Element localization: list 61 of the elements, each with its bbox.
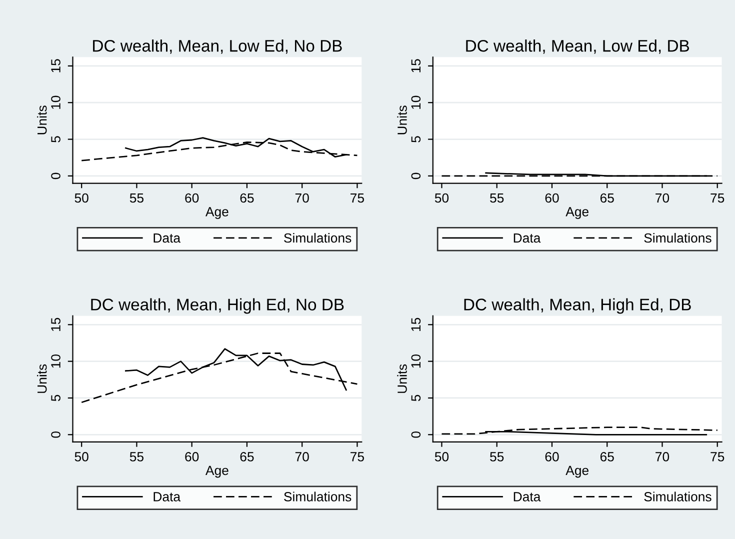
x-tick-label: 55 [130, 452, 144, 462]
y-tick-label: 5 [51, 136, 60, 142]
y-tick-label: 0 [51, 172, 60, 180]
x-tick-label: 60 [545, 452, 559, 462]
chart-title: DC wealth, Mean, Low Ed, No DB [93, 40, 342, 54]
x-tick-label: 75 [710, 452, 724, 462]
y-axis-title: Units [37, 364, 47, 393]
x-tick-label: 50 [74, 193, 88, 203]
y-axis-title: Units [397, 106, 407, 134]
y-tick-label: 10 [51, 96, 60, 109]
x-tick-label: 65 [600, 193, 614, 203]
y-tick-label: 5 [411, 136, 421, 142]
x-tick-label: 65 [240, 452, 254, 462]
x-tick-label: 70 [656, 193, 670, 203]
x-tick-label: 65 [240, 193, 254, 203]
legend-label: Data [514, 233, 541, 243]
legend-label: Simulations [284, 492, 352, 502]
y-tick-label: 5 [51, 394, 60, 402]
y-tick-label: 0 [411, 172, 421, 180]
x-tick-label: 70 [295, 193, 309, 203]
y-axis-title: Units [397, 364, 407, 393]
legend-label: Simulations [644, 232, 712, 243]
x-tick-label: 75 [350, 452, 364, 462]
x-tick-label: 65 [600, 452, 614, 462]
chart-title: DC wealth, Mean, Low Ed, DB [466, 40, 690, 54]
x-axis-title: Age [566, 207, 588, 219]
chart-title: DC wealth, Mean, High Ed, No DB [91, 298, 344, 314]
x-tick-label: 60 [545, 193, 559, 203]
y-tick-label: 0 [51, 431, 60, 438]
y-tick-label: 15 [411, 59, 421, 72]
y-tick-label: 0 [411, 431, 421, 438]
x-tick-label: 60 [185, 193, 199, 203]
x-tick-label: 50 [434, 193, 449, 203]
x-tick-label: 75 [710, 193, 724, 203]
legend-label: Data [154, 492, 181, 502]
x-axis-title: Age [205, 466, 228, 478]
x-tick-label: 60 [185, 452, 199, 462]
y-tick-label: 5 [411, 394, 421, 402]
x-tick-label: 55 [490, 193, 504, 203]
legend-label: Simulations [284, 232, 352, 243]
line-series [441, 426, 718, 435]
y-tick-label: 15 [51, 59, 60, 72]
x-axis-title: Age [205, 207, 228, 219]
y-tick-label: 15 [411, 318, 421, 331]
x-tick-label: 70 [295, 452, 309, 462]
legend-label: Data [514, 492, 541, 502]
y-tick-label: 10 [411, 354, 421, 368]
x-axis-title: Age [566, 466, 588, 478]
legend-label: Data [154, 233, 181, 243]
chart-title: DC wealth, Mean, High Ed, DB [464, 298, 691, 314]
x-tick-label: 70 [656, 452, 670, 462]
legend-label: Simulations [644, 492, 712, 502]
y-tick-label: 15 [51, 318, 60, 331]
y-tick-label: 10 [51, 354, 60, 368]
x-tick-label: 50 [434, 452, 449, 462]
x-tick-label: 75 [350, 193, 364, 203]
x-tick-label: 55 [490, 452, 504, 462]
x-tick-label: 50 [74, 452, 88, 462]
y-tick-label: 10 [411, 96, 421, 109]
x-tick-label: 55 [130, 193, 144, 203]
y-axis-title: Units [37, 106, 47, 134]
